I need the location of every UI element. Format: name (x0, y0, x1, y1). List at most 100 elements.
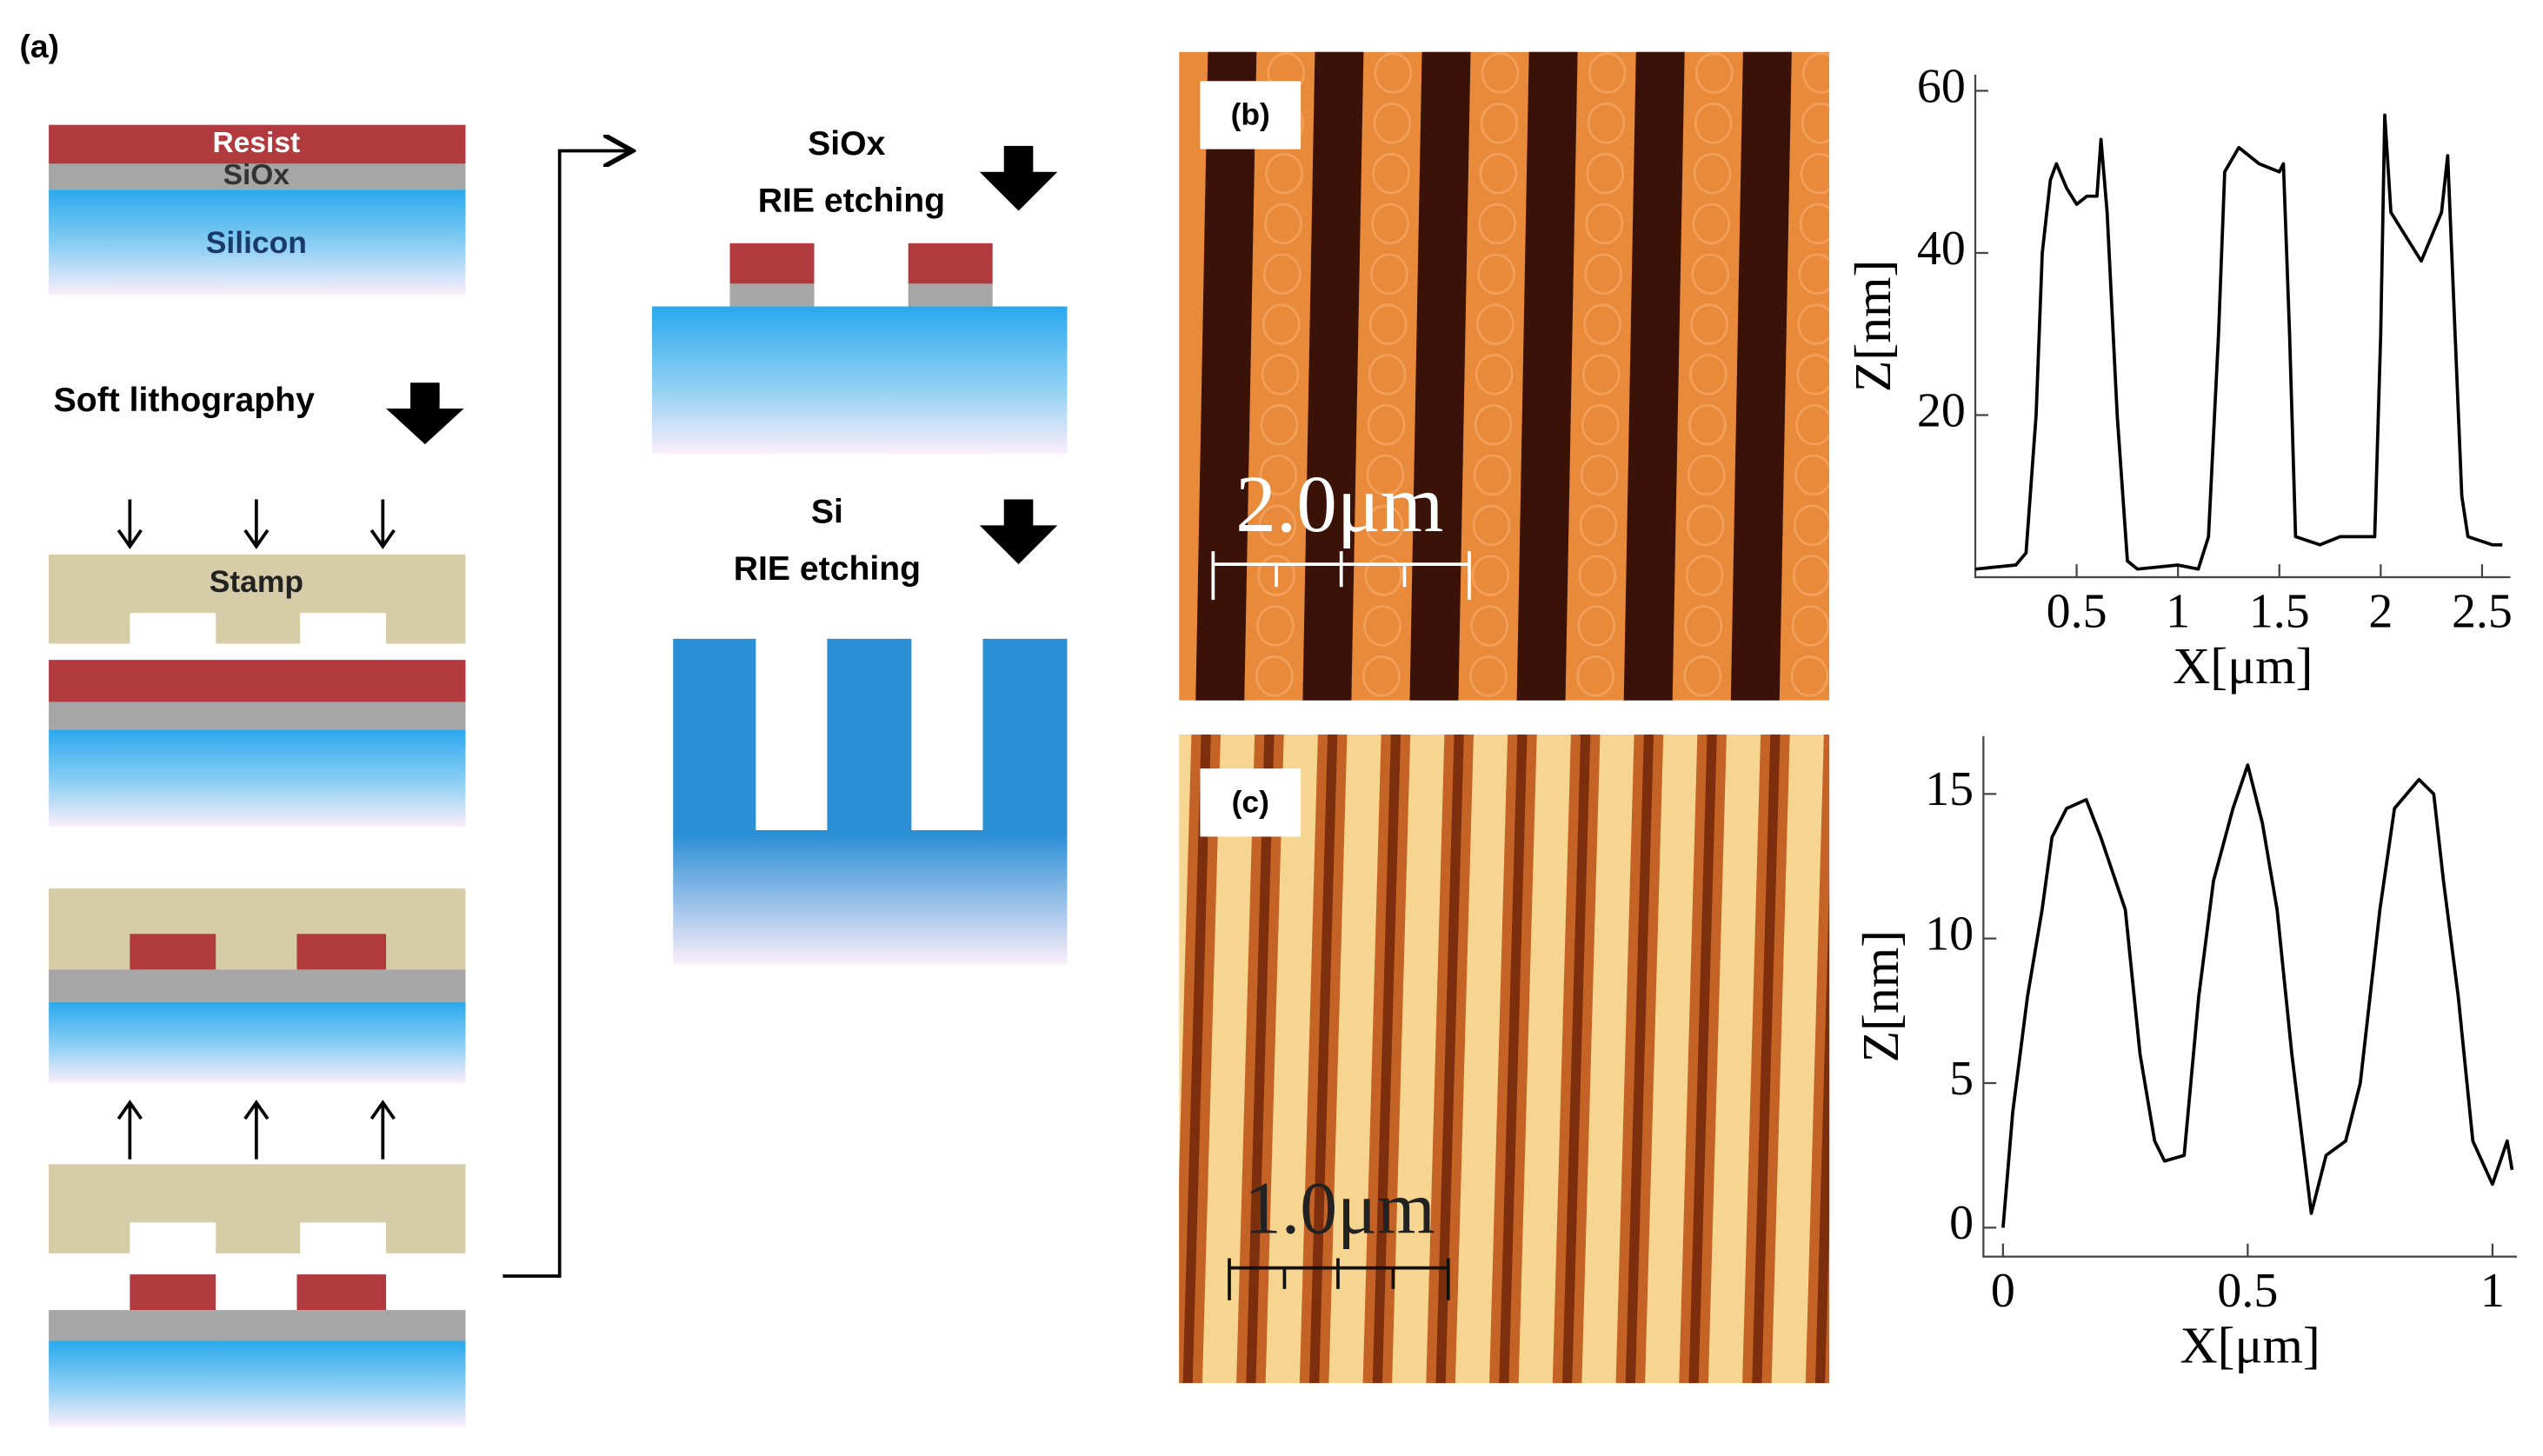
grain (1372, 152, 1411, 195)
dark-core (1435, 734, 1464, 1384)
grain (1908, 154, 1944, 193)
grain (1687, 454, 1726, 496)
x-axis-label: X[μm] (2173, 637, 2313, 695)
grain (1264, 203, 1302, 245)
step-label: Soft lithography (54, 382, 315, 419)
grain (1585, 203, 1624, 245)
grain (1688, 403, 1727, 446)
grain (1801, 52, 1830, 94)
grain (1795, 403, 1830, 446)
layer-label: SiOx (223, 159, 290, 191)
x-tick-label: 0 (1991, 1264, 2015, 1318)
grain (1363, 605, 1402, 647)
y-tick-label: 60 (1917, 59, 1966, 113)
grain (1477, 253, 1515, 296)
grain (1366, 454, 1405, 496)
grain (2007, 607, 2042, 646)
profile-line (1974, 113, 2503, 571)
grain (1473, 454, 1512, 496)
afm-image (1179, 51, 2054, 701)
stamp (49, 554, 466, 644)
grain (2018, 54, 2054, 93)
dark-stripe (1302, 51, 1364, 701)
grain (2010, 455, 2046, 495)
grain (1801, 102, 1830, 144)
process-arrow (979, 145, 1058, 211)
grain (1694, 52, 1734, 94)
grain (1899, 656, 1934, 695)
grain (1692, 203, 1731, 245)
grain (1257, 555, 1296, 596)
dark-stripe (1516, 51, 1578, 701)
layer-label: Silicon (206, 225, 307, 260)
x-tick-label: 1 (2166, 585, 2190, 639)
grain (1365, 504, 1404, 547)
profile-line (2001, 763, 2514, 1228)
grain (1367, 403, 1406, 446)
dark-core (1499, 734, 1528, 1384)
process-arrow (979, 499, 1058, 565)
grain (1470, 605, 1509, 647)
grain (1475, 354, 1514, 396)
grain (1689, 354, 1728, 396)
grain (1581, 403, 1620, 446)
dark-core (1372, 734, 1401, 1384)
grain (1371, 203, 1409, 245)
grain (1368, 303, 1408, 345)
grain (2013, 305, 2048, 344)
grain (1906, 305, 1941, 344)
x-tick-label: 1 (2480, 1264, 2505, 1318)
grain (1685, 555, 1724, 596)
panel-label: (b) (1231, 97, 1270, 132)
dark-core (1562, 734, 1591, 1384)
axis-frame (1974, 74, 2511, 579)
grain (1261, 354, 1300, 396)
grain (1373, 102, 1412, 144)
grain (1259, 454, 1298, 496)
grain (1576, 655, 1615, 697)
grain (1587, 102, 1626, 144)
grain (2015, 154, 2051, 193)
process-arrow (386, 382, 464, 445)
panel-label: (a) (20, 28, 60, 64)
grain (2006, 656, 2041, 695)
grain (1902, 455, 1938, 495)
x-tick-label: 1.5 (2249, 585, 2310, 639)
grain (1581, 354, 1621, 396)
grain (1683, 655, 1722, 697)
grain (1797, 303, 1830, 345)
x-tick-label: 2 (2368, 585, 2393, 639)
grain (1790, 655, 1829, 697)
y-tick-label: 20 (1917, 383, 1966, 437)
grain (1690, 303, 1729, 345)
grain (1579, 504, 1618, 547)
dark-core (1625, 734, 1654, 1384)
grain (1799, 203, 1830, 245)
grain (1901, 506, 1937, 545)
grain (1800, 152, 1830, 195)
scale-bar (1211, 551, 1471, 601)
step-label: SiOx (808, 125, 885, 163)
grain (1684, 605, 1723, 647)
grain (1255, 655, 1294, 697)
dark-stripe (1730, 51, 1792, 701)
grain (1481, 52, 1520, 94)
step-label: RIE etching (734, 550, 921, 588)
press-arrows (116, 499, 396, 549)
y-axis-label: Z[nm] (1852, 930, 1909, 1062)
grain (1258, 504, 1297, 547)
grain (2014, 255, 2049, 294)
grain (1478, 203, 1517, 245)
afm-image (1179, 734, 1830, 1384)
dark-core (1688, 734, 1717, 1384)
scale-bar (1228, 1258, 1450, 1300)
dark-stripe (1623, 51, 1685, 701)
dark-core (1752, 734, 1781, 1384)
layer-stack (49, 1274, 466, 1427)
x-tick-label: 2.5 (2452, 585, 2513, 639)
step-label: Si (811, 494, 843, 531)
grain (1588, 52, 1627, 94)
flow-connector (503, 150, 629, 1278)
